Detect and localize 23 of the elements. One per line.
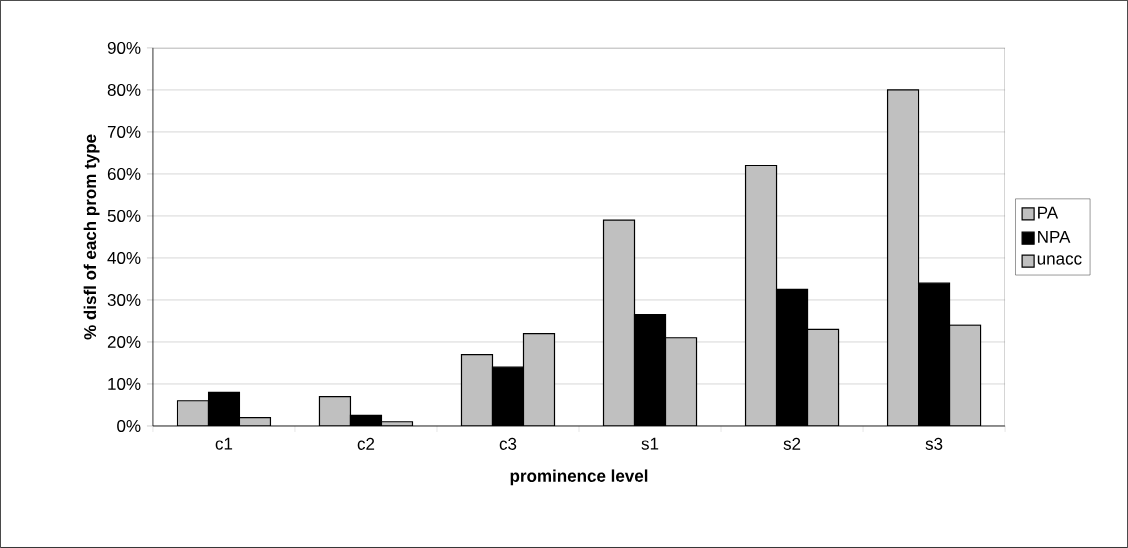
x-tick-label: s3 bbox=[925, 437, 943, 450]
y-tick-label: 60% bbox=[107, 167, 141, 180]
legend-label: unacc bbox=[1037, 255, 1082, 265]
x-tick-label: s2 bbox=[783, 437, 801, 450]
x-tick-label: s1 bbox=[641, 437, 659, 450]
y-tick-label: 40% bbox=[107, 251, 141, 265]
legend-label: NPA bbox=[1038, 231, 1071, 243]
y-tick-label: 70% bbox=[107, 125, 141, 138]
bar bbox=[319, 396, 351, 427]
y-tick-label: 90% bbox=[107, 41, 141, 54]
x-tick-label: c1 bbox=[215, 437, 233, 450]
x-tick-label: c3 bbox=[499, 437, 517, 450]
y-tick-label: 80% bbox=[107, 83, 141, 96]
y-tick-label: 0% bbox=[117, 419, 141, 433]
y-tick-label: 10% bbox=[108, 377, 141, 391]
x-tick-label: c2 bbox=[357, 437, 375, 450]
bar bbox=[177, 400, 209, 427]
y-axis-title: % disfl of each prom type bbox=[83, 134, 100, 340]
y-tick-label: 20% bbox=[107, 335, 141, 349]
y-tick-label: 30% bbox=[107, 293, 141, 307]
y-tick-label: 50% bbox=[107, 209, 141, 222]
x-axis-title: prominence level bbox=[510, 469, 648, 486]
legend-label: PA bbox=[1038, 206, 1059, 219]
